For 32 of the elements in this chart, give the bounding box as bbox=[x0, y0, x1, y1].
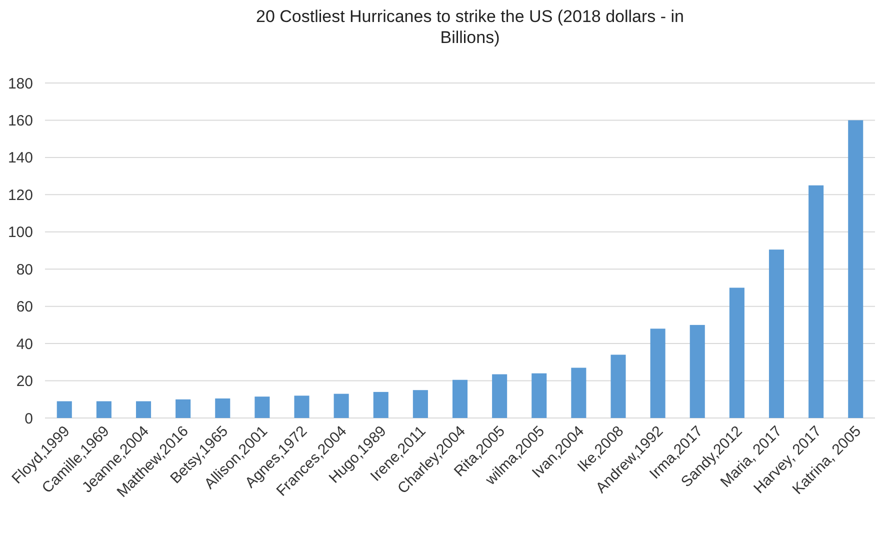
y-tick-label: 120 bbox=[8, 186, 33, 204]
bar bbox=[96, 401, 112, 418]
bar bbox=[334, 394, 349, 418]
y-tick-label: 20 bbox=[16, 373, 33, 390]
bar bbox=[215, 398, 230, 418]
bar bbox=[690, 324, 705, 418]
bar bbox=[452, 380, 468, 418]
bar bbox=[136, 401, 152, 418]
y-tick-label: 0 bbox=[24, 410, 33, 428]
bar bbox=[808, 185, 824, 418]
y-tick-label: 100 bbox=[8, 224, 33, 242]
y-tick-label: 60 bbox=[16, 298, 33, 316]
bar bbox=[571, 368, 586, 418]
y-tick-label: 80 bbox=[16, 261, 33, 278]
bar bbox=[56, 401, 72, 418]
bar bbox=[848, 120, 864, 418]
bar bbox=[373, 392, 388, 418]
bar bbox=[768, 250, 784, 418]
y-tick-label: 160 bbox=[8, 112, 33, 130]
bar bbox=[650, 328, 666, 418]
bar bbox=[412, 390, 428, 418]
bar bbox=[254, 396, 270, 418]
bar bbox=[492, 374, 508, 418]
y-tick-label: 180 bbox=[8, 75, 33, 92]
bar bbox=[532, 373, 547, 418]
bar bbox=[294, 396, 310, 418]
bar bbox=[610, 354, 626, 418]
bar bbox=[729, 288, 744, 418]
y-tick-label: 140 bbox=[8, 150, 33, 167]
bar bbox=[176, 399, 191, 418]
chart-title: 20 Costliest Hurricanes to strike the US (2018 dollars - in Billions) bbox=[256, 7, 684, 47]
y-tick-label: 40 bbox=[16, 336, 33, 353]
